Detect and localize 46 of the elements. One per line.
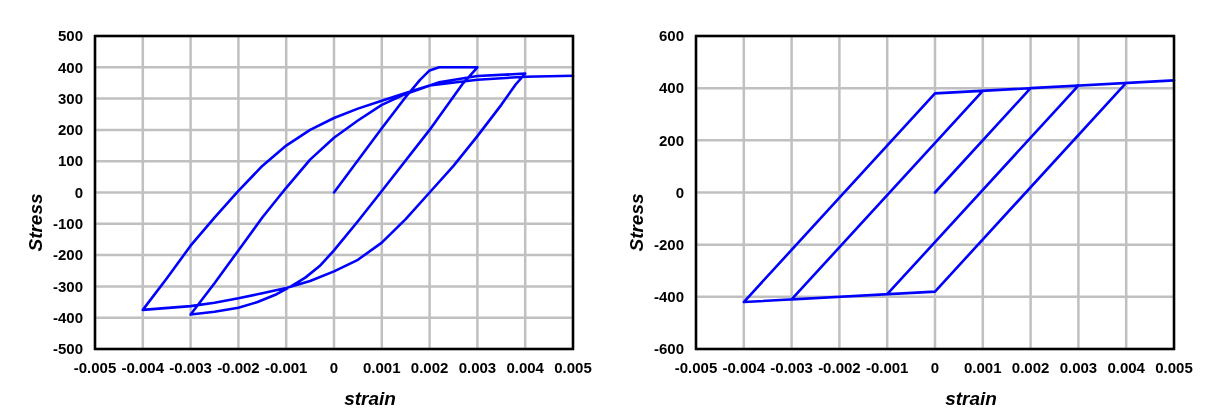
x-tick-label: 0 xyxy=(930,359,940,376)
x-tick-label: 0.003 xyxy=(1059,359,1098,376)
y-tick-label: 0 xyxy=(675,183,684,201)
y-tick-label: -200 xyxy=(653,235,684,253)
y-tick-label: -500 xyxy=(52,340,83,358)
x-tick-label: 0.002 xyxy=(1011,359,1050,376)
y-tick-label: 100 xyxy=(57,152,83,170)
x-axis-title: strain xyxy=(945,388,997,409)
x-tick-label: -0.005 xyxy=(73,359,117,376)
y-tick-label: -400 xyxy=(52,308,83,326)
line-series xyxy=(141,66,575,316)
y-tick-label: 400 xyxy=(57,58,83,76)
x-tick-label: -0.003 xyxy=(169,359,212,376)
x-tick-label: 0.001 xyxy=(363,359,401,376)
y-axis-title: Stress xyxy=(625,193,647,252)
y-tick-label: 300 xyxy=(57,89,83,107)
x-tick-label: -0.001 xyxy=(264,359,308,376)
y-tick-label: -600 xyxy=(653,340,684,358)
y-tick-label: 0 xyxy=(74,183,83,201)
x-tick-label: 0 xyxy=(329,359,339,376)
y-tick-label: 400 xyxy=(658,79,684,97)
line-series xyxy=(742,79,1176,304)
x-tick-label: 0.001 xyxy=(964,359,1002,376)
y-tick-label: 500 xyxy=(57,27,83,45)
y-axis-title: Stress xyxy=(24,193,46,252)
x-tick-label: 0.005 xyxy=(1155,359,1193,376)
x-tick-label: -0.004 xyxy=(722,359,766,376)
y-tick-label: -300 xyxy=(52,277,83,295)
y-tick-label: 200 xyxy=(658,131,684,149)
y-tick-label: -100 xyxy=(52,215,83,233)
x-tick-label: 0.002 xyxy=(410,359,449,376)
x-tick-label: 0.003 xyxy=(458,359,497,376)
x-tick-label: -0.002 xyxy=(818,359,861,376)
y-tick-label: -400 xyxy=(653,288,684,306)
y-tick-label: 600 xyxy=(658,27,684,45)
x-tick-label: -0.005 xyxy=(674,359,718,376)
y-tick-label: 200 xyxy=(57,121,83,139)
x-tick-label: -0.001 xyxy=(865,359,909,376)
x-tick-label: 0.004 xyxy=(506,359,545,376)
x-tick-label: 0.004 xyxy=(1107,359,1146,376)
x-tick-label: -0.003 xyxy=(770,359,813,376)
x-tick-label: 0.005 xyxy=(554,359,592,376)
x-axis-title: strain xyxy=(344,388,396,409)
x-tick-label: -0.002 xyxy=(217,359,260,376)
x-tick-label: -0.004 xyxy=(121,359,165,376)
y-tick-label: -200 xyxy=(52,246,83,264)
